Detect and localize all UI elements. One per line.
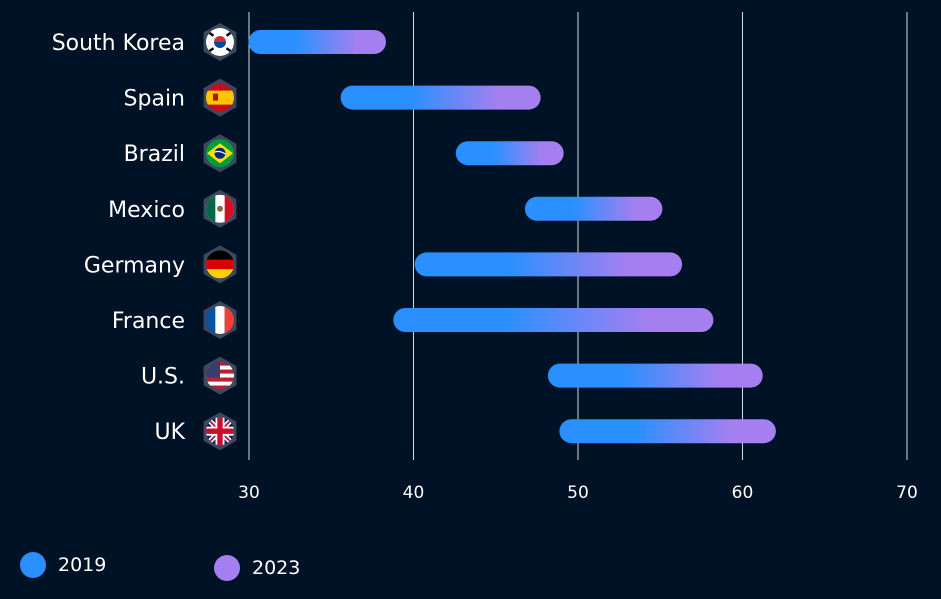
grid-layer — [248, 12, 908, 460]
legend-label-2019: 2019 — [58, 554, 107, 576]
germany-flag-icon — [203, 245, 237, 284]
us-flag-icon — [203, 356, 237, 395]
category-label: Spain — [124, 87, 185, 112]
label-layer: South Korea Spain Brazil Mexico Germany Franc… — [52, 23, 237, 451]
category-label: Brazil — [124, 142, 185, 167]
uk-flag-icon — [203, 412, 237, 451]
tick-layer: 30 40 50 60 70 — [238, 483, 918, 503]
brazil-flag-icon — [203, 134, 237, 173]
x-tick-label: 30 — [238, 483, 260, 503]
range-bar-mexico — [524, 196, 663, 221]
category-label: Mexico — [108, 198, 185, 223]
range-bar-brazil — [455, 141, 564, 166]
spain-flag-icon — [203, 78, 237, 117]
x-tick-label: 60 — [732, 483, 754, 503]
range-bar-france — [393, 308, 714, 332]
legend-dot-2023 — [214, 555, 240, 581]
range-bar-spain — [340, 85, 541, 110]
south-korea-flag-icon — [203, 23, 237, 61]
range-bar-germany — [414, 252, 683, 277]
x-tick-label: 50 — [567, 483, 589, 503]
range-bar-uk — [559, 419, 776, 444]
legend-item-2019: 2019 — [20, 552, 106, 578]
category-label: South Korea — [52, 31, 185, 56]
france-flag-icon — [203, 301, 237, 339]
range-bar-u-s — [547, 363, 763, 388]
range-bar-south-korea — [248, 30, 387, 54]
legend-label-2023: 2023 — [252, 557, 301, 579]
category-label: UK — [154, 420, 185, 445]
chart-svg: South Korea Spain Brazil Mexico Germany Franc… — [52, 12, 918, 503]
category-label: France — [112, 309, 185, 334]
x-tick-label: 40 — [403, 483, 425, 503]
bar-layer — [248, 30, 776, 444]
category-label: Germany — [84, 253, 185, 278]
mexico-flag-icon — [203, 189, 237, 228]
x-tick-label: 70 — [896, 483, 918, 503]
category-label: U.S. — [141, 365, 185, 390]
legend-item-2023: 2023 — [214, 555, 300, 581]
legend: 2019 2023 — [0, 546, 941, 586]
legend-dot-2019 — [20, 552, 46, 578]
